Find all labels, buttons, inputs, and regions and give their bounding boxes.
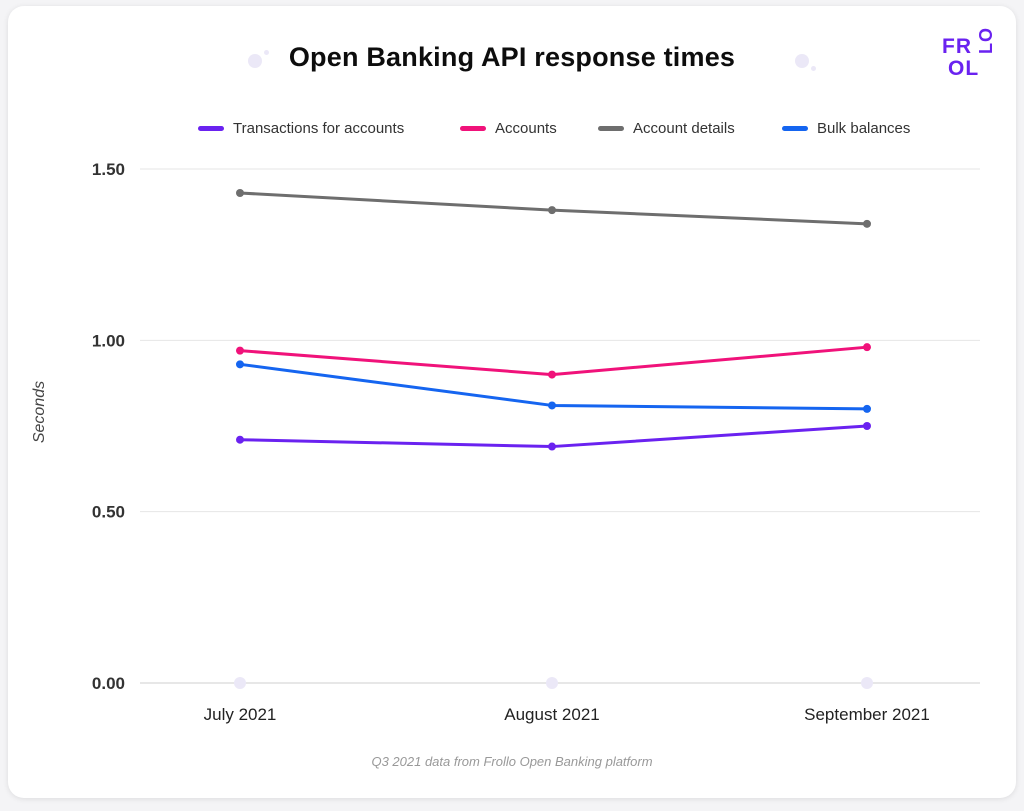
legend-label-accounts: Accounts xyxy=(495,119,557,137)
title-decoration-dot-left xyxy=(248,54,262,68)
x-axis-marker-dot xyxy=(234,677,246,689)
legend-item-account-details: Account details xyxy=(598,117,735,139)
data-point xyxy=(863,422,871,430)
data-point xyxy=(863,404,871,413)
legend-item-accounts: Accounts xyxy=(460,117,557,139)
y-axis-label: Seconds xyxy=(31,380,48,444)
title-decoration-dot-left-small xyxy=(264,50,269,55)
legend-item-transactions: Transactions for accounts xyxy=(198,117,404,139)
y-tick-label: 0.00 xyxy=(92,674,125,693)
chart-card xyxy=(8,6,1016,798)
x-tick-label: September 2021 xyxy=(804,705,930,724)
legend-swatch-bulk-balances xyxy=(782,125,808,131)
x-axis-marker-dot xyxy=(546,677,558,689)
legend-label-bulk-balances: Bulk balances xyxy=(817,119,911,137)
data-point xyxy=(548,370,556,379)
data-point xyxy=(863,343,871,352)
data-point xyxy=(236,360,244,369)
footnote: Q3 2021 data from Frollo Open Banking pl… xyxy=(371,754,653,769)
data-point xyxy=(236,188,244,197)
chart-title: Open Banking API response times xyxy=(288,42,736,72)
data-point xyxy=(236,346,244,355)
x-tick-label: July 2021 xyxy=(204,705,277,724)
data-point xyxy=(548,206,556,215)
y-tick-label: 1.00 xyxy=(92,331,125,350)
title-decoration-dot-right-small xyxy=(811,66,816,71)
logo-text-row1: FR xyxy=(942,35,972,58)
data-point xyxy=(863,219,871,228)
legend-swatch-account-details xyxy=(598,125,624,131)
frollo-logo: FR OL LO xyxy=(940,26,1000,80)
y-tick-label: 0.50 xyxy=(92,503,125,522)
data-point xyxy=(548,401,556,410)
legend-swatch-accounts xyxy=(460,125,486,131)
legend-swatch-transactions xyxy=(198,125,224,131)
data-point xyxy=(236,435,244,444)
series-line xyxy=(239,345,868,377)
legend-label-account-details: Account details xyxy=(633,119,735,137)
data-point xyxy=(548,442,556,451)
chart-legend: Transactions for accounts Accounts Accou… xyxy=(0,117,1024,141)
title-decoration-dot-right xyxy=(795,54,809,68)
legend-item-bulk-balances: Bulk balances xyxy=(782,117,910,139)
x-axis-marker-dot xyxy=(861,677,873,689)
logo-text-row2: OL xyxy=(948,57,980,80)
legend-label-transactions: Transactions for accounts xyxy=(233,119,405,137)
x-tick-label: August 2021 xyxy=(504,705,599,724)
y-tick-label: 1.50 xyxy=(92,160,125,179)
